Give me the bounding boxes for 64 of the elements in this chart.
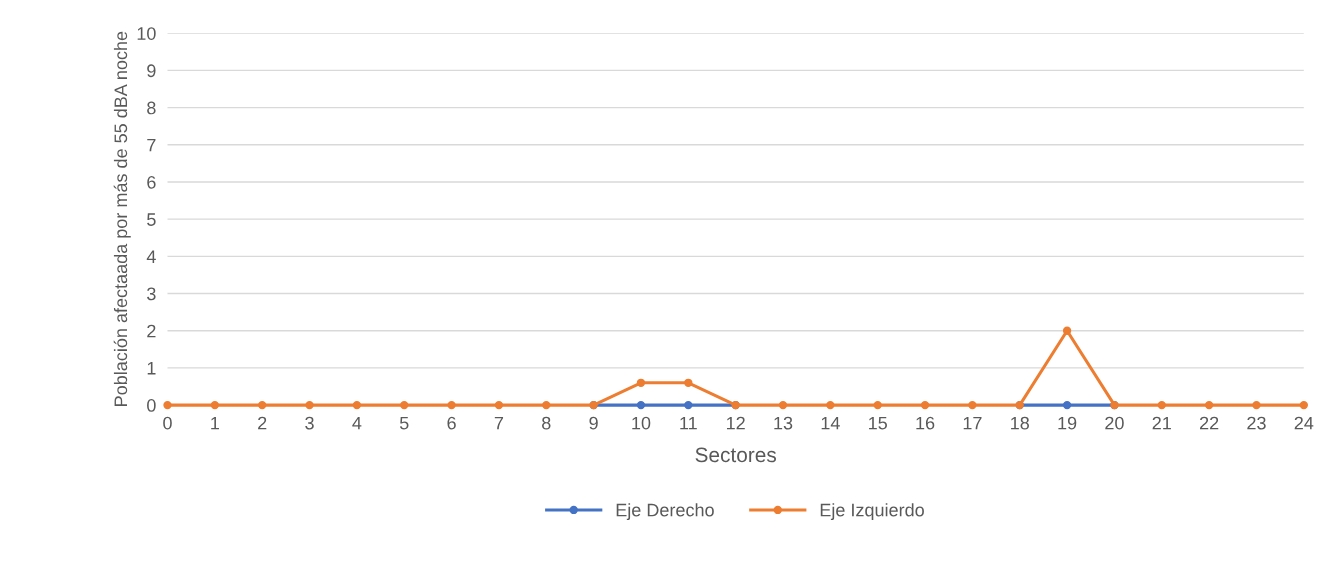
x-tick-label: 23: [1247, 416, 1266, 430]
point: [636, 378, 646, 387]
point: [636, 400, 646, 410]
x-tick-label: 1: [211, 416, 219, 430]
point: [400, 400, 409, 410]
x-tick-label: 5: [399, 416, 409, 430]
x-tick-label: 15: [869, 416, 887, 430]
y-tick-label: 7: [147, 138, 156, 152]
point: [826, 400, 835, 410]
y-tick-label: 10: [137, 27, 156, 40]
x-axis-title: Sectores: [695, 447, 777, 463]
point: [494, 400, 504, 410]
x-tick-label: 22: [1199, 416, 1219, 430]
point: [968, 400, 977, 410]
y-tick-label: 8: [147, 101, 156, 115]
point: [684, 378, 693, 387]
y-tick-label: 5: [147, 213, 156, 226]
point: [305, 400, 314, 410]
y-tick-label: 9: [147, 64, 156, 78]
legend-label: Eje Derecho: [616, 503, 714, 521]
point: [920, 400, 930, 410]
y-tick-label: 4: [146, 250, 156, 263]
point: [258, 400, 267, 410]
x-tick-label: 19: [1058, 416, 1077, 430]
y-tick-label: 3: [147, 287, 156, 301]
x-tick-label: 8: [542, 416, 551, 430]
point: [352, 400, 362, 410]
x-tick-label: 7: [494, 416, 504, 430]
point: [1299, 400, 1308, 410]
point: [163, 400, 172, 410]
y-tick-label: 2: [147, 324, 156, 338]
point: [542, 400, 551, 410]
x-tick-label: 10: [632, 416, 651, 430]
point: [684, 400, 693, 410]
x-tick-label: 21: [1152, 416, 1171, 430]
x-tick-label: 24: [1294, 416, 1314, 430]
legend-label: Eje Izquierdo: [820, 503, 924, 521]
x-tick-label: 13: [774, 416, 793, 430]
y-tick-label: 1: [147, 362, 156, 375]
point: [210, 400, 220, 410]
point: [1204, 400, 1214, 410]
y-tick-label: 0: [147, 399, 156, 412]
x-tick-label: 0: [163, 416, 172, 430]
x-tick-label: 18: [1011, 416, 1029, 430]
point: [778, 400, 788, 410]
point: [1252, 400, 1261, 410]
x-tick-label: 6: [447, 416, 456, 430]
x-tick-label: 20: [1105, 416, 1124, 430]
x-tick-label: 2: [258, 416, 267, 430]
x-tick-label: 14: [821, 416, 840, 430]
x-tick-label: 9: [589, 416, 598, 430]
x-tick-label: 12: [727, 416, 745, 430]
y-axis-title: Población afectaada por más de 55 dBA noche: [113, 31, 131, 406]
point: [1062, 326, 1072, 335]
y-tick-label: 6: [147, 175, 156, 189]
x-tick-label: 11: [680, 416, 697, 430]
point: [873, 400, 882, 410]
x-tick-label: 4: [352, 416, 362, 430]
point: [447, 400, 456, 410]
x-tick-label: 3: [305, 416, 314, 430]
point: [1157, 400, 1166, 410]
x-tick-label: 16: [916, 416, 935, 430]
x-tick-label: 17: [963, 416, 982, 430]
point: [1062, 400, 1072, 410]
